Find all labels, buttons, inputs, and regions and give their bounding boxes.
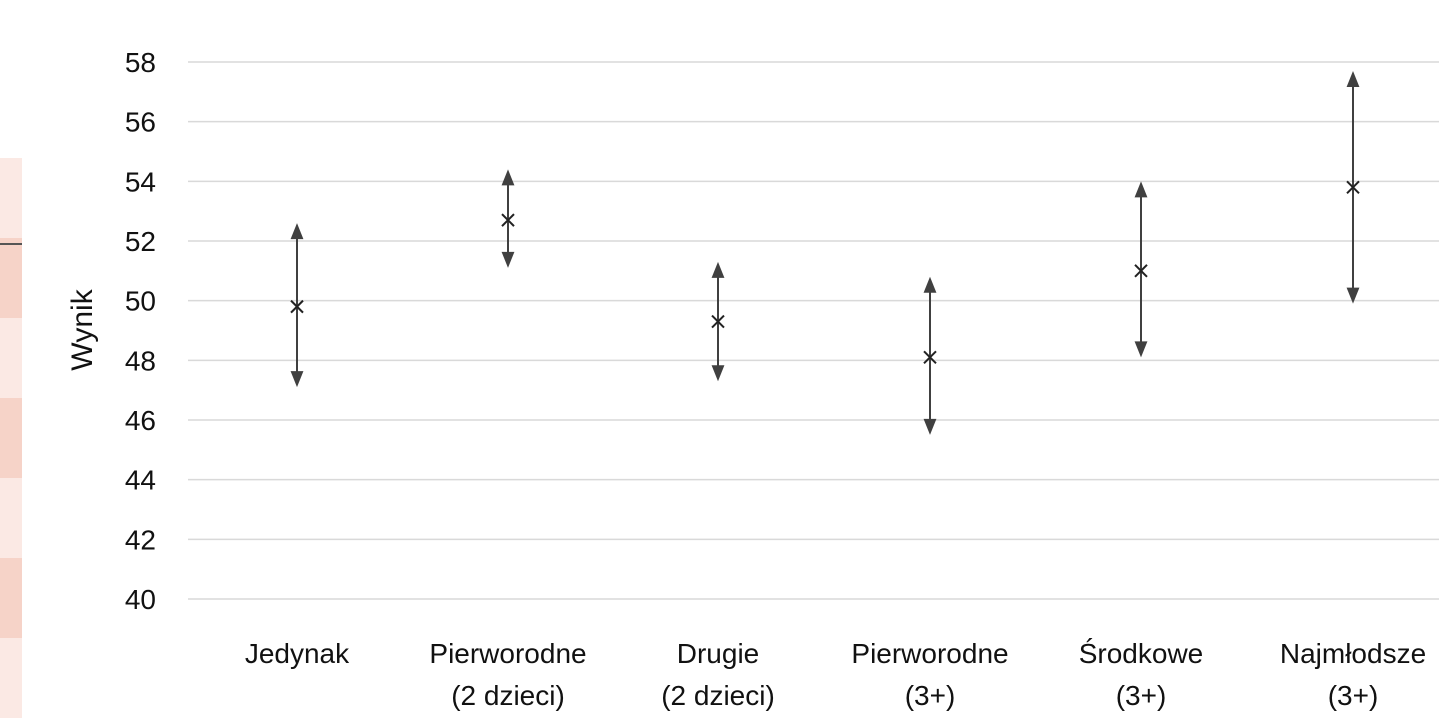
x-category-label: Jedynak	[245, 638, 350, 669]
error-bars	[290, 70, 1360, 435]
y-tick-label: 48	[125, 345, 156, 376]
data-point-x-marker	[1346, 180, 1360, 195]
gridlines	[188, 61, 1439, 600]
y-tick-label: 50	[125, 286, 156, 317]
y-tick-label: 44	[125, 465, 156, 496]
left-strip-cell	[0, 558, 22, 638]
x-category-label-line2: (2 dzieci)	[661, 680, 775, 711]
error-bar-upper-arrow	[923, 276, 937, 293]
data-point-x-marker	[711, 314, 725, 329]
x-category-label: Drugie	[677, 638, 759, 669]
x-category-label: Najmłodsze	[1280, 638, 1426, 669]
x-category-label-line2: (3+)	[1116, 680, 1167, 711]
left-strip-cell	[0, 158, 22, 238]
data-point-x-marker	[290, 299, 304, 314]
y-tick-label: 46	[125, 405, 156, 436]
y-tick-label: 58	[125, 47, 156, 78]
error-bar-lower-arrow	[1346, 287, 1360, 304]
y-tick-label: 42	[125, 524, 156, 555]
error-bar-lower-arrow	[923, 418, 937, 435]
error-bar-upper-arrow	[711, 261, 725, 278]
x-category-label: Środkowe	[1079, 637, 1204, 669]
left-strip-cell	[0, 478, 22, 558]
left-strip-cell	[0, 318, 22, 398]
data-point-x-marker	[501, 213, 515, 227]
left-edge-rule	[0, 243, 22, 245]
y-tick-label: 40	[125, 584, 156, 615]
data-point-x-marker	[923, 350, 937, 365]
left-strip-cell	[0, 638, 22, 718]
x-category-labels: Jedynak Pierworodne (2 dzieci) Drugie (2 dzi…	[245, 637, 1426, 711]
error-bar-lower-arrow	[711, 365, 725, 382]
error-bar-lower-arrow	[290, 371, 304, 388]
error-bar-upper-arrow	[1134, 181, 1148, 198]
error-bar-upper-arrow	[501, 169, 515, 186]
left-edge-strip	[0, 158, 22, 718]
error-bar-upper-arrow	[1346, 70, 1360, 87]
y-axis-title: Wynik	[66, 288, 99, 370]
left-strip-cell	[0, 238, 22, 318]
error-bar-lower-arrow	[1134, 341, 1148, 358]
x-category-label: Pierworodne	[429, 638, 586, 669]
x-category-label-line2: (3+)	[905, 680, 956, 711]
error-bar-lower-arrow	[501, 251, 515, 268]
y-tick-labels: 40 42 44 46 48 50 52 54 56 58	[125, 47, 156, 615]
data-points	[290, 180, 1360, 365]
error-bar-upper-arrow	[290, 223, 304, 240]
data-point-x-marker	[1134, 264, 1148, 278]
x-category-label-line2: (3+)	[1328, 680, 1379, 711]
x-category-label-line2: (2 dzieci)	[451, 680, 565, 711]
y-tick-label: 54	[125, 166, 156, 197]
x-category-label: Pierworodne	[851, 638, 1008, 669]
y-tick-label: 52	[125, 226, 156, 257]
left-strip-cell	[0, 398, 22, 478]
y-tick-label: 56	[125, 107, 156, 138]
